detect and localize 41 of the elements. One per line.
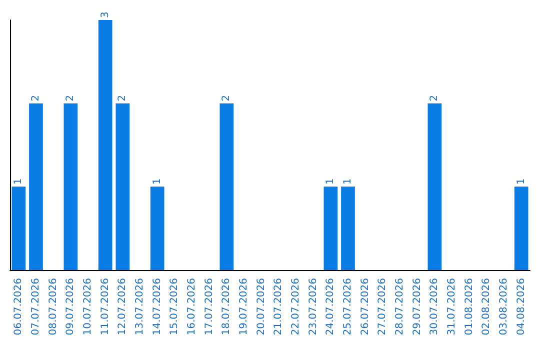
- x-tick-label: 24.07.2026: [325, 278, 336, 336]
- x-tick-label: 23.07.2026: [308, 278, 319, 336]
- x-tick-label: 27.07.2026: [377, 278, 388, 336]
- x-tick-label: 10.07.2026: [82, 278, 94, 336]
- x-tick-label: 09.07.2026: [65, 278, 76, 336]
- x-tick-label: 08.07.2026: [48, 278, 59, 336]
- data-label: 1: [325, 178, 336, 185]
- x-tick-label: 04.08.2026: [516, 278, 527, 336]
- x-tick-label: 19.07.2026: [238, 278, 250, 336]
- x-tick-label: 02.08.2026: [481, 278, 492, 336]
- x-tick-label: 11.07.2026: [100, 278, 111, 336]
- data-label: 2: [65, 94, 76, 102]
- x-tick-label: 13.07.2026: [134, 278, 146, 336]
- x-tick-label: 18.07.2026: [221, 278, 232, 336]
- x-tick-label: 29.07.2026: [412, 278, 423, 336]
- x-tick-label: 07.07.2026: [30, 278, 42, 336]
- data-label: 1: [342, 178, 354, 185]
- x-tick-label: 25.07.2026: [342, 278, 354, 336]
- x-tick-label: 06.07.2026: [13, 278, 24, 336]
- x-tick-label: 22.07.2026: [290, 278, 302, 336]
- x-tick-label: 03.08.2026: [498, 278, 510, 336]
- x-tick-label: 30.07.2026: [429, 278, 440, 336]
- data-label: 2: [429, 94, 440, 102]
- x-tick-label: 17.07.2026: [204, 278, 215, 336]
- data-label: 2: [221, 94, 232, 102]
- data-label: 3: [100, 12, 111, 18]
- data-label: 1: [516, 178, 527, 185]
- x-tick-label: 26.07.2026: [360, 278, 371, 336]
- data-label: 2: [117, 94, 128, 102]
- x-tick-label: 12.07.2026: [117, 278, 128, 336]
- x-tick-label: 01.08.2026: [464, 278, 475, 336]
- x-tick-label: 16.07.2026: [186, 278, 198, 336]
- x-tick-label: 28.07.2026: [394, 278, 406, 336]
- x-tick-label: 20.07.2026: [256, 278, 267, 336]
- data-label: 1: [13, 178, 24, 185]
- x-tick-label: 14.07.2026: [152, 278, 163, 336]
- x-tick-label: 31.07.2026: [446, 278, 458, 336]
- data-label: 2: [30, 94, 42, 102]
- x-tick-label: 15.07.2026: [169, 278, 180, 336]
- x-tick-label: 21.07.2026: [273, 278, 284, 336]
- data-label: 1: [152, 178, 163, 185]
